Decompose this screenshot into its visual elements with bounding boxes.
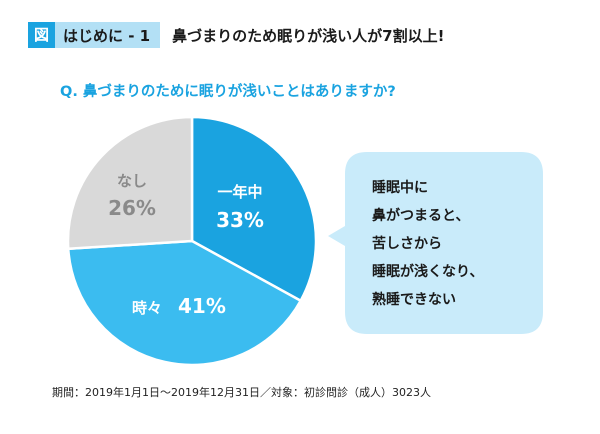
footnote: 期間：2019年1月1日〜2019年12月31日／対象：初診問診（成人）3023… (52, 386, 431, 399)
pie-slice (66, 239, 303, 367)
figure-label-box: 図 はじめに - 1 (28, 22, 161, 48)
question-text: Q. 鼻づまりのために眠りが浅いことはありますか? (60, 84, 396, 100)
slice-label: なし (117, 172, 147, 190)
figure-tag: 図 (28, 22, 56, 48)
slice-value-label: 41% (178, 294, 226, 318)
slice-value-label: 33% (216, 208, 264, 232)
callout-line: 熟睡できない (372, 292, 456, 308)
slice-label: 一年中 (217, 183, 262, 201)
slice-value-label: 26% (108, 196, 156, 220)
slice-label: 時々 (132, 299, 162, 317)
pie-slice (66, 115, 194, 251)
headline: 鼻づまりのため眠りが浅い人が7割以上! (172, 26, 445, 45)
callout-text: 睡眠中に鼻がつまると、 苦しさから睡眠が浅くなり、 熟睡できない (372, 174, 532, 314)
callout-line: 睡眠が浅くなり、 (372, 264, 484, 280)
callout-line: 鼻がつまると、 (372, 208, 470, 224)
figure-header: 図 はじめに - 1 鼻づまりのため眠りが浅い人が7割以上! (28, 22, 444, 48)
callout-bubble (328, 152, 543, 334)
pie-slice (190, 115, 318, 303)
callout-line: 睡眠中に (372, 180, 428, 196)
figure-label: はじめに - 1 (63, 26, 151, 45)
callout-line: 苦しさから (372, 236, 442, 252)
